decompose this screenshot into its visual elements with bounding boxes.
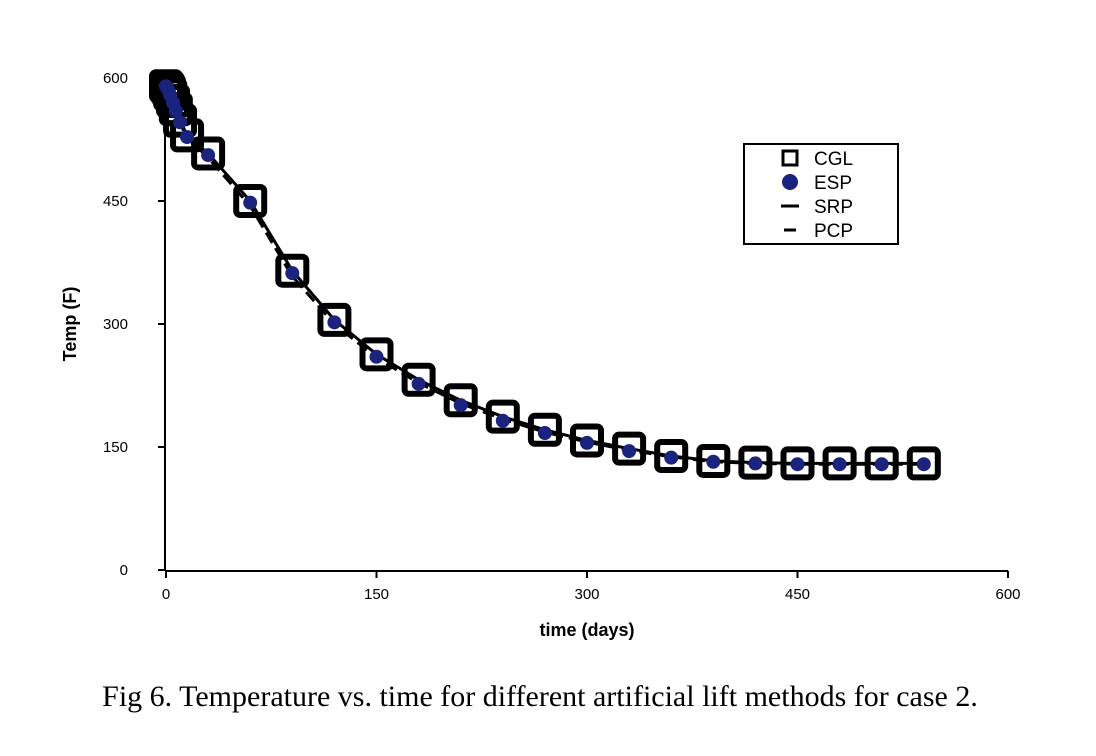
x-tick-label-600: 600 bbox=[995, 586, 1020, 603]
esp-point bbox=[173, 115, 188, 130]
esp-point bbox=[832, 457, 847, 472]
esp-point bbox=[201, 148, 216, 163]
esp-point bbox=[327, 315, 342, 330]
y-tick-label-150: 150 bbox=[103, 439, 128, 456]
cgl-point bbox=[906, 446, 941, 481]
cgl-point bbox=[191, 136, 226, 171]
cgl-point bbox=[443, 383, 478, 418]
legend-box bbox=[743, 143, 899, 245]
y-tick-label-300: 300 bbox=[103, 316, 128, 333]
x-tick-label-0: 0 bbox=[162, 586, 170, 603]
legend: CGL ESP SRP PCP bbox=[743, 143, 899, 245]
esp-point bbox=[168, 103, 183, 118]
esp-point bbox=[874, 457, 889, 472]
plot-area bbox=[149, 69, 941, 481]
y-tick-label-450: 450 bbox=[103, 193, 128, 210]
cgl-point bbox=[780, 446, 815, 481]
esp-point bbox=[411, 376, 426, 391]
legend-label-pcp: PCP bbox=[814, 221, 853, 242]
esp-point bbox=[453, 398, 468, 413]
cgl-point bbox=[864, 446, 899, 481]
y-axis-title: Temp (F) bbox=[60, 287, 80, 362]
esp-point bbox=[748, 456, 763, 471]
cgl-point bbox=[738, 445, 773, 480]
cgl-point bbox=[233, 184, 268, 218]
cgl-point bbox=[527, 412, 562, 447]
x-axis-title: time (days) bbox=[539, 620, 634, 640]
esp-point bbox=[622, 444, 637, 459]
cgl-point bbox=[401, 362, 436, 397]
esp-point bbox=[580, 435, 594, 450]
esp-point bbox=[537, 426, 552, 441]
legend-symbol-esp bbox=[782, 174, 798, 190]
cgl-point bbox=[275, 253, 310, 288]
cgl-point bbox=[170, 118, 205, 153]
legend-symbol-cgl bbox=[781, 149, 799, 167]
y-tick-label-0: 0 bbox=[120, 562, 128, 579]
cgl-point bbox=[654, 439, 689, 474]
esp-point bbox=[243, 195, 258, 210]
x-tick-label-300: 300 bbox=[574, 586, 599, 603]
cgl-point bbox=[822, 446, 857, 481]
esp-point bbox=[664, 450, 679, 465]
legend-label-cgl: CGL bbox=[814, 149, 853, 170]
axes: 0 150 300 450 600 0 150 300 450 600 bbox=[103, 70, 1021, 603]
y-tick-label-600: 600 bbox=[103, 70, 128, 87]
esp-point bbox=[706, 454, 721, 469]
legend-label-esp: ESP bbox=[814, 173, 852, 194]
x-tick-label-450: 450 bbox=[785, 586, 810, 603]
esp-point bbox=[916, 457, 931, 472]
esp-point bbox=[369, 349, 384, 364]
figure-caption: Fig 6. Temperature vs. time for differen… bbox=[102, 680, 978, 713]
esp-point bbox=[285, 266, 300, 281]
esp-point bbox=[495, 413, 510, 428]
cgl-point bbox=[359, 337, 394, 372]
esp-point bbox=[790, 457, 805, 472]
x-tick-label-150: 150 bbox=[364, 586, 389, 603]
cgl-point bbox=[612, 431, 647, 466]
cgl-point bbox=[696, 443, 731, 478]
esp-point bbox=[180, 130, 195, 145]
legend-label-srp: SRP bbox=[814, 197, 853, 218]
cgl-point bbox=[485, 399, 520, 434]
cgl-point bbox=[317, 302, 352, 337]
cgl-point bbox=[570, 423, 604, 458]
